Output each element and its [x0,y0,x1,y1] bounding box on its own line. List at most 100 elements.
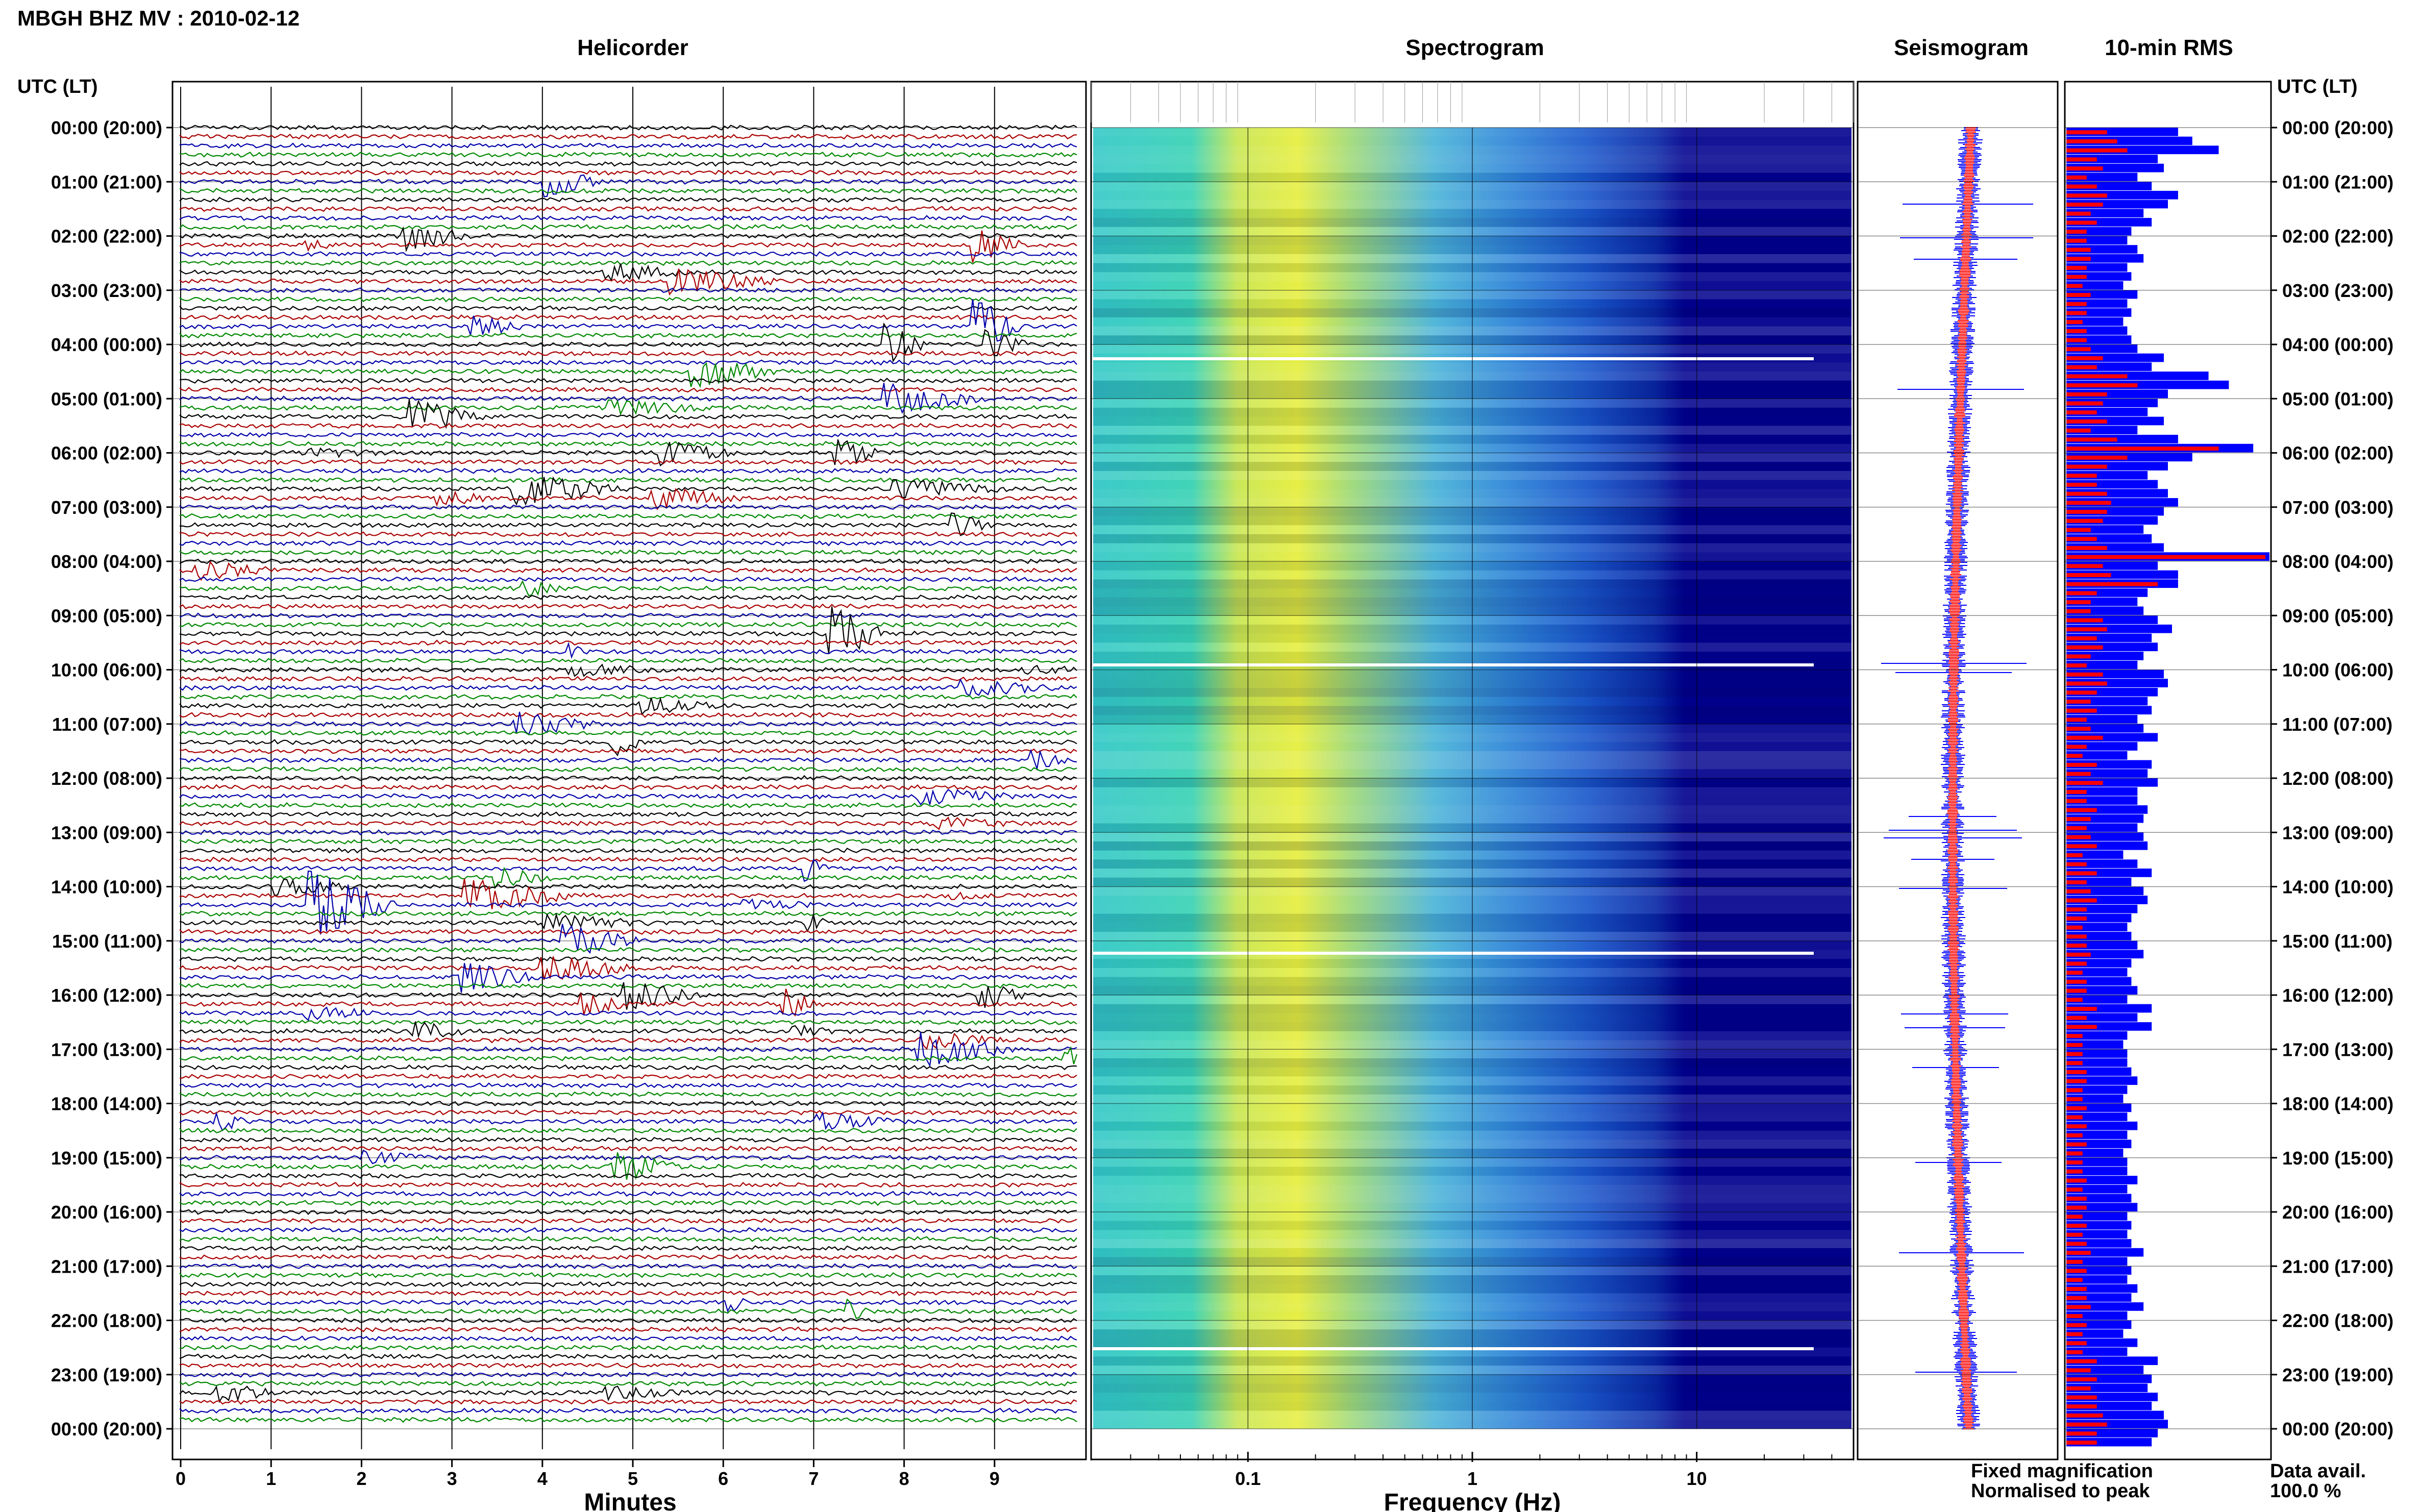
helicorder-trace [179,332,1077,339]
helicorder-trace [179,730,1077,736]
time-tick-label-right: 00:00 (20:00) [2282,117,2393,138]
helicorder-trace [179,268,1077,296]
minute-tick-label: 2 [356,1468,366,1489]
rms-bar-normalised [2066,130,2107,135]
rms-bar-normalised [2066,609,2091,613]
helicorder-trace [179,224,1077,230]
rms-bar-normalised [2066,275,2087,279]
rms-bar-normalised [2066,1124,2087,1129]
helicorder-trace [179,125,1077,131]
helicorder-trace [179,641,1077,659]
helicorder-trace [179,215,1077,221]
helicorder-trace [179,603,1077,610]
rms-header: 10-min RMS [2105,35,2233,60]
time-tick-label-right: 09:00 (05:00) [2282,605,2393,626]
rms-bar-normalised [2066,1034,2083,1038]
spectrogram-gap [1093,357,1814,360]
rms-bar-normalised [2066,690,2097,695]
frequency-tick-label: 0.1 [1235,1468,1261,1489]
rms-bar-normalised [2066,1007,2097,1011]
helicorder-trace [179,350,1077,357]
rms-bar-normalised [2066,817,2091,822]
helicorder-trace [179,1136,1077,1143]
helicorder-trace [179,693,1077,700]
rms-bar-normalised [2066,998,2083,1002]
rms-bar-normalised [2066,681,2107,686]
helicorder-trace [179,314,1077,320]
helicorder-trace [179,1344,1077,1351]
helicorder-trace [179,1064,1077,1071]
helicorder-trace [179,174,1077,197]
rms-bar-normalised [2066,971,2083,975]
time-tick-label-left: 00:00 (20:00) [51,1419,162,1440]
rms-bar-normalised [2066,419,2107,424]
rms-bar-normalised [2066,1151,2083,1156]
rms-bar-normalised [2066,934,2087,939]
rms-bar-normalised [2066,591,2097,596]
rms-bar-normalised [2066,835,2091,839]
helicorder-trace [179,712,1077,718]
rms-bar-normalised [2066,853,2083,857]
helicorder-trace [179,766,1077,773]
time-tick-label-left: 08:00 (04:00) [51,551,162,572]
rms-bar-normalised [2066,627,2107,632]
helicorder-trace [179,580,1077,597]
helicorder-trace [179,1032,1077,1068]
helicorder-trace [179,399,1077,416]
legend-normalised-to-peak: Normalised to peak [1971,1480,2150,1502]
rms-bar-normalised [2066,1106,2087,1110]
time-tick-label-left: 12:00 (08:00) [51,768,162,789]
helicorder-trace [179,1317,1077,1324]
rms-bar-normalised [2066,871,2097,876]
rms-bar-normalised [2066,1368,2091,1373]
helicorder-trace [179,196,1077,203]
time-tick-label-right: 04:00 (00:00) [2282,334,2393,355]
helicorder-trace [179,305,1077,311]
helicorder-trace [179,1109,1077,1116]
helicorder-trace [179,870,1077,935]
helicorder-trace [179,531,1077,537]
rms-bar-normalised [2066,1205,2087,1210]
helicorder-trace [179,988,1077,1017]
time-tick-label-right: 11:00 (07:00) [2282,714,2392,735]
helicorder-trace [179,929,1077,935]
rms-bar-normalised [2066,1441,2097,1445]
helicorder-trace [179,1281,1077,1287]
minute-tick-label: 6 [718,1468,728,1489]
rms-bar-normalised [2066,600,2091,605]
helicorder-trace [179,711,1077,736]
rms-bar-normalised [2066,826,2087,830]
time-tick-label-right: 06:00 (02:00) [2282,443,2393,464]
rms-bar-normalised [2066,790,2087,794]
helicorder-trace [179,1046,1078,1064]
helicorder-panel: 0 1 2 3 4 5 6 7 8 9 [171,81,1087,1489]
rms-bar-normalised [2066,447,2219,451]
rms-bar-normalised [2066,202,2103,207]
helicorder-trace [179,1236,1077,1243]
spectrogram-gap [1093,1347,1814,1350]
helicorder-trace [179,1200,1077,1206]
helicorder-trace [179,1149,1077,1164]
helicorder-trace [179,1127,1077,1134]
minute-tick-label: 9 [990,1468,1000,1489]
helicorder-trace [179,983,1077,989]
helicorder-trace [179,558,1077,564]
rms-bar-normalised [2066,537,2097,541]
helicorder-trace [179,251,1077,257]
rms-bar-normalised [2066,302,2087,306]
rms-bar-normalised [2066,1404,2097,1409]
rms-bar-normalised [2066,482,2097,487]
time-tick-label-left: 20:00 (16:00) [51,1202,162,1223]
rms-bar-normalised [2066,564,2103,568]
time-tick-label-left: 15:00 (11:00) [52,931,162,952]
helicorder-trace [179,1100,1077,1106]
rms-bar-normalised [2066,1350,2083,1354]
helicorder-trace [179,1362,1077,1369]
rms-bar-normalised [2066,781,2103,785]
helicorder-trace [179,1091,1077,1098]
time-tick-label-right: 01:00 (21:00) [2282,171,2393,192]
rms-bar-normalised [2066,1224,2087,1228]
helicorder-trace [179,1353,1077,1360]
helicorder-trace [179,133,1077,140]
